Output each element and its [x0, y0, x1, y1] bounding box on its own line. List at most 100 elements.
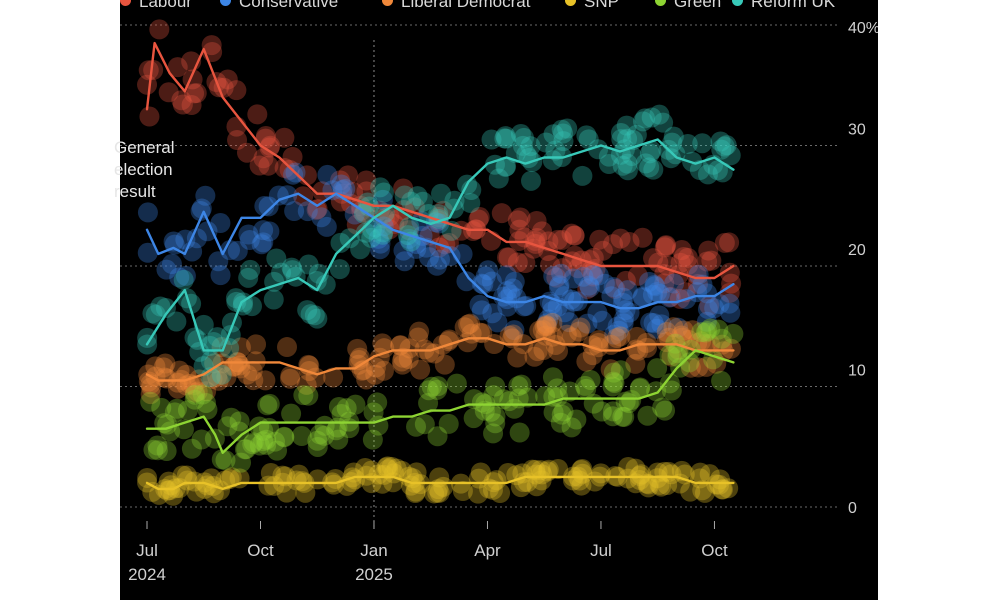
green-poll-dot	[576, 378, 597, 399]
conservative-poll-dot	[191, 198, 212, 219]
axes: 0 10 20 30 40% Jul 2024 Oct Jan 2025 Apr Jul Oct	[128, 20, 878, 584]
snp-poll-dot	[405, 482, 426, 503]
snp-poll-dot	[383, 472, 404, 493]
reform-uk-poll-dot	[350, 239, 371, 260]
snp-poll-dot	[526, 476, 547, 497]
reform-uk-poll-dot	[145, 304, 166, 325]
x-tick-label: Jul	[590, 541, 612, 560]
green-poll-dot	[236, 439, 257, 460]
liberal-democrat-poll-dot	[536, 314, 557, 335]
conservative-poll-dot	[614, 308, 635, 329]
conservative-poll-dot	[487, 312, 508, 333]
reform-uk-poll-dot	[626, 124, 647, 145]
conservative-poll-dot	[651, 314, 672, 335]
legend-swatch	[655, 0, 666, 6]
snp-poll-dot	[571, 475, 592, 496]
green-poll-dot	[561, 417, 582, 438]
green-poll-dot	[184, 389, 205, 410]
conservative-poll-dot	[632, 286, 653, 307]
liberal-democrat-poll-dot	[140, 384, 161, 405]
green-poll-dot	[629, 378, 650, 399]
green-poll-dot	[191, 429, 212, 450]
conservative-poll-dot	[536, 313, 557, 334]
green-poll-dot	[485, 413, 506, 434]
labour-poll-dot	[719, 282, 740, 303]
labour-poll-dot	[714, 232, 735, 253]
conservative-poll-dot	[613, 287, 634, 308]
snp-poll-dot	[427, 482, 448, 503]
legend-item-conservative: Conservative	[220, 0, 338, 12]
liberal-democrat-poll-dot	[687, 332, 708, 353]
snp-poll-dot	[490, 483, 511, 504]
labour-poll-dot	[510, 207, 531, 228]
labour-poll-dot	[580, 260, 601, 281]
labour-poll-dot	[509, 219, 530, 240]
conservative-poll-dot	[504, 320, 525, 341]
labour-poll-dot	[274, 127, 295, 148]
labour-poll-dot	[312, 181, 333, 202]
x-tick-label: Apr	[474, 541, 501, 560]
labour-poll-dot	[564, 225, 585, 246]
snp-poll-dot	[176, 465, 197, 486]
green-poll-dot	[231, 452, 252, 473]
green-poll-dot	[363, 402, 384, 423]
trend-lines	[145, 41, 735, 491]
reform-uk-poll-dot	[513, 127, 534, 148]
liberal-democrat-poll-dot	[536, 316, 557, 337]
green-poll-dot	[243, 432, 264, 453]
green-poll-dot	[177, 400, 198, 421]
green-poll-dot	[257, 395, 278, 416]
green-poll-dot	[192, 384, 213, 405]
green-poll-dot	[700, 318, 721, 339]
liberal-democrat-poll-dot	[242, 360, 263, 381]
snp-poll-dot	[657, 474, 678, 495]
snp-poll-dot	[172, 465, 193, 486]
green-poll-dot	[511, 374, 532, 395]
labour-poll-dot	[515, 252, 536, 273]
legend-swatch	[382, 0, 393, 6]
green-poll-dot	[708, 319, 729, 340]
snp-poll-dot	[531, 470, 552, 491]
green-poll-dot	[140, 391, 161, 412]
reform-uk-poll-dot	[653, 112, 674, 133]
conservative-poll-dot	[649, 283, 670, 304]
x-tick-label: Oct	[247, 541, 274, 560]
labour-poll-dot	[330, 170, 351, 191]
green-poll-dot	[427, 379, 448, 400]
liberal-democrat-poll-dot	[419, 342, 440, 363]
snp-poll-dot	[532, 464, 553, 485]
reform-uk-poll-dot	[616, 115, 637, 136]
labour-poll-dot	[592, 240, 613, 261]
reform-uk-poll-dot	[543, 124, 564, 145]
reform-uk-poll-dot	[193, 314, 214, 335]
liberal-democrat-poll-dot	[658, 327, 679, 348]
snp-poll-dot	[631, 464, 652, 485]
reform-uk-poll-dot	[621, 145, 642, 166]
green-poll-dot	[267, 440, 288, 461]
conservative-poll-dot	[554, 302, 575, 323]
conservative-poll-dot	[588, 265, 609, 286]
snp-poll-dot	[158, 471, 179, 492]
conservative-poll-dot	[709, 294, 730, 315]
green-poll-dot	[630, 377, 651, 398]
snp-poll-dot	[372, 473, 393, 494]
liberal-democrat-poll-dot	[296, 374, 317, 395]
snp-poll-dot	[142, 481, 163, 502]
green-poll-dot	[265, 431, 286, 452]
y-tick-label: 40%	[848, 20, 878, 37]
labour-poll-dot	[332, 183, 353, 204]
labour-poll-dot	[615, 270, 636, 291]
green-poll-dot	[483, 423, 504, 444]
labour-poll-dot	[656, 235, 677, 256]
green-poll-dot	[637, 405, 658, 426]
liberal-democrat-poll-dot	[460, 313, 481, 334]
labour-poll-dot	[678, 254, 699, 275]
conservative-poll-dot	[615, 300, 636, 321]
reform-uk-poll-dot	[407, 186, 428, 207]
reform-uk-poll-dot	[315, 274, 336, 295]
snp-poll-dot	[699, 464, 720, 485]
conservative-poll-dot	[163, 231, 184, 252]
reform-uk-poll-dot	[241, 296, 262, 317]
green-poll-dot	[483, 385, 504, 406]
reform-uk-poll-dot	[304, 305, 325, 326]
